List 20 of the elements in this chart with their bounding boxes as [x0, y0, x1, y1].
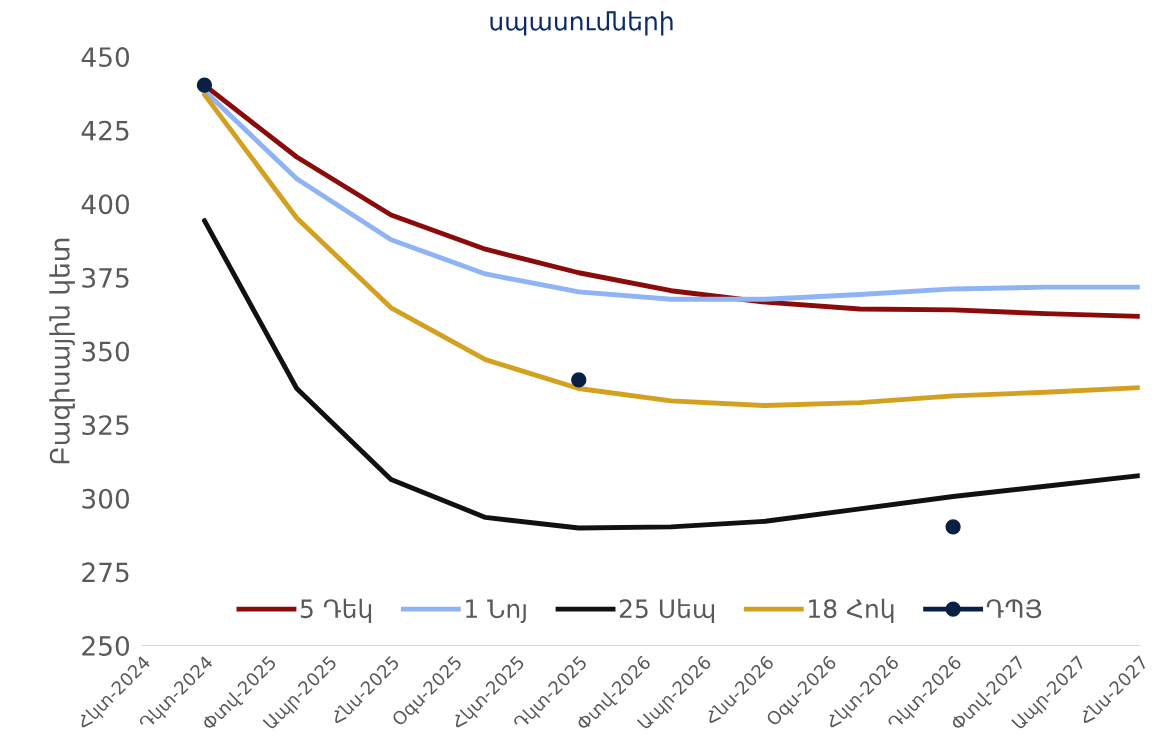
- y-tick-label: 425: [81, 120, 129, 141]
- point: [945, 519, 961, 535]
- y-tick-label: 375: [82, 267, 129, 288]
- legend-label: 25 Սեպ: [619, 598, 715, 624]
- legend-label: 1 Նոյ: [466, 599, 526, 624]
- legend-label: 18 Հոկ: [809, 598, 894, 624]
- y-axis-title: Բազիսային կետ: [49, 238, 75, 464]
- y-tick-label: 400: [81, 194, 130, 215]
- chart-title: սպասումների: [490, 11, 673, 36]
- y-tick-label: 250: [82, 635, 130, 656]
- legend-label: 5 Դեկ: [300, 598, 372, 624]
- y-tick-label: 275: [82, 562, 129, 583]
- y-tick-label: 350: [82, 341, 130, 362]
- point: [196, 77, 213, 93]
- y-tick-label: 450: [81, 47, 130, 68]
- line-series: [202, 218, 1140, 531]
- y-tick-label: 325: [82, 415, 129, 436]
- legend-label: ԴՊՅ: [986, 599, 1042, 619]
- y-tick-label: 300: [82, 488, 130, 509]
- point: [571, 372, 587, 388]
